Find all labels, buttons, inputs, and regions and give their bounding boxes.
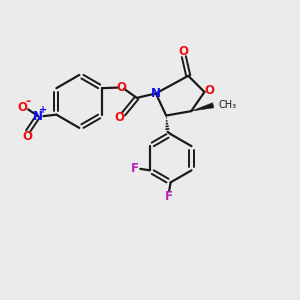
Text: O: O (178, 45, 188, 58)
Text: N: N (33, 110, 43, 123)
Text: O: O (114, 110, 124, 124)
Text: +: + (39, 105, 47, 115)
Text: O: O (117, 81, 127, 94)
Text: O: O (22, 130, 32, 143)
Text: O: O (205, 84, 215, 97)
Text: F: F (165, 190, 173, 203)
Text: O: O (18, 101, 28, 114)
Polygon shape (191, 103, 214, 111)
Text: -: - (25, 95, 30, 108)
Text: CH₃: CH₃ (219, 100, 237, 110)
Text: N: N (151, 87, 161, 100)
Text: F: F (131, 162, 139, 175)
